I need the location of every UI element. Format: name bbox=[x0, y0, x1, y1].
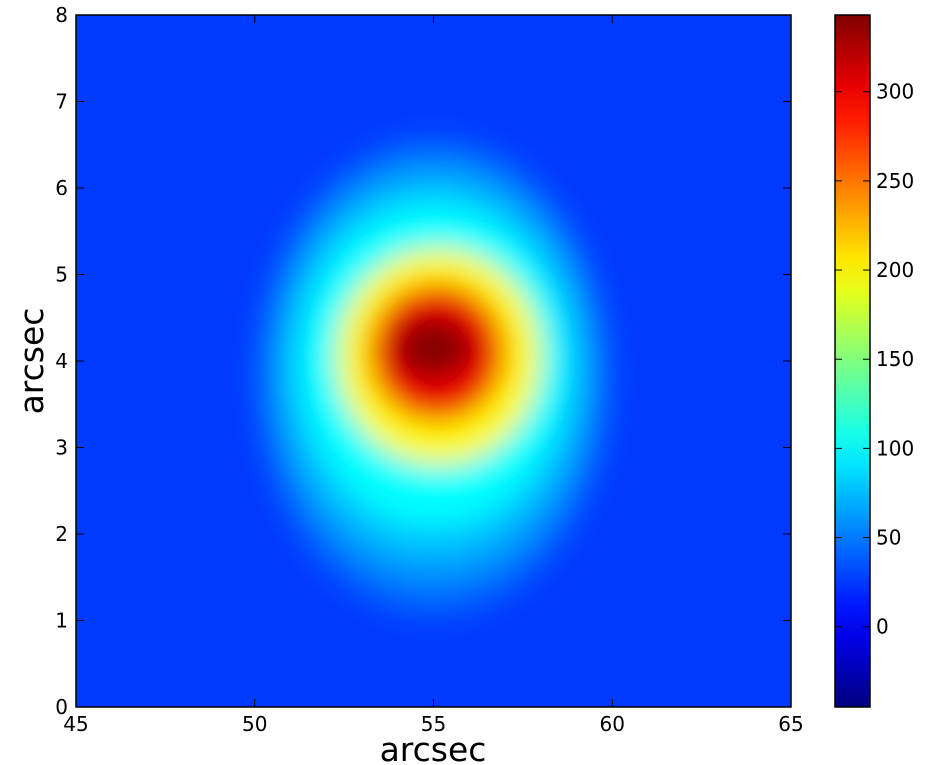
colorbar-tick-label: 50 bbox=[876, 526, 901, 550]
heatmap-intensity-layers bbox=[252, 135, 615, 619]
x-axis-label: arcsec bbox=[380, 730, 487, 765]
y-tick-label: 3 bbox=[55, 436, 68, 460]
y-tick-label: 4 bbox=[55, 349, 68, 373]
colorbar-tick-label: 0 bbox=[876, 615, 889, 639]
x-tick-label: 65 bbox=[778, 712, 803, 736]
y-tick-label: 7 bbox=[55, 90, 68, 114]
x-tick-label: 45 bbox=[63, 712, 88, 736]
y-axis: 0 1 2 3 4 5 6 7 8 bbox=[55, 3, 791, 719]
colorbar-tick-label: 250 bbox=[876, 169, 914, 193]
colorbar-tick-label: 200 bbox=[876, 258, 914, 282]
x-axis: 45 50 55 60 65 bbox=[63, 15, 804, 736]
x-tick-label: 60 bbox=[600, 712, 625, 736]
y-tick-label: 1 bbox=[55, 609, 68, 633]
colorbar-frame bbox=[834, 14, 871, 708]
y-tick-label: 8 bbox=[55, 3, 68, 27]
heatmap-peak bbox=[393, 316, 474, 381]
colorbar-gradient bbox=[835, 15, 870, 707]
heatmap-image bbox=[76, 15, 791, 707]
y-tick-label: 0 bbox=[55, 695, 68, 719]
y-tick-label: 2 bbox=[55, 522, 68, 546]
colorbar-tick-label: 300 bbox=[876, 80, 914, 104]
colorbar-ticks: 0 50 100 150 200 250 300 bbox=[835, 80, 914, 639]
colorbar: 0 50 100 150 200 250 300 bbox=[834, 14, 914, 708]
x-tick-label: 55 bbox=[421, 712, 446, 736]
x-tick-label: 50 bbox=[242, 712, 267, 736]
y-tick-label: 5 bbox=[55, 263, 68, 287]
y-axis-label: arcsec bbox=[12, 308, 51, 415]
heatmap-plot-area bbox=[75, 14, 792, 708]
colorbar-tick-label: 150 bbox=[876, 347, 914, 371]
colorbar-tick-label: 100 bbox=[876, 436, 914, 460]
y-tick-label: 6 bbox=[55, 176, 68, 200]
